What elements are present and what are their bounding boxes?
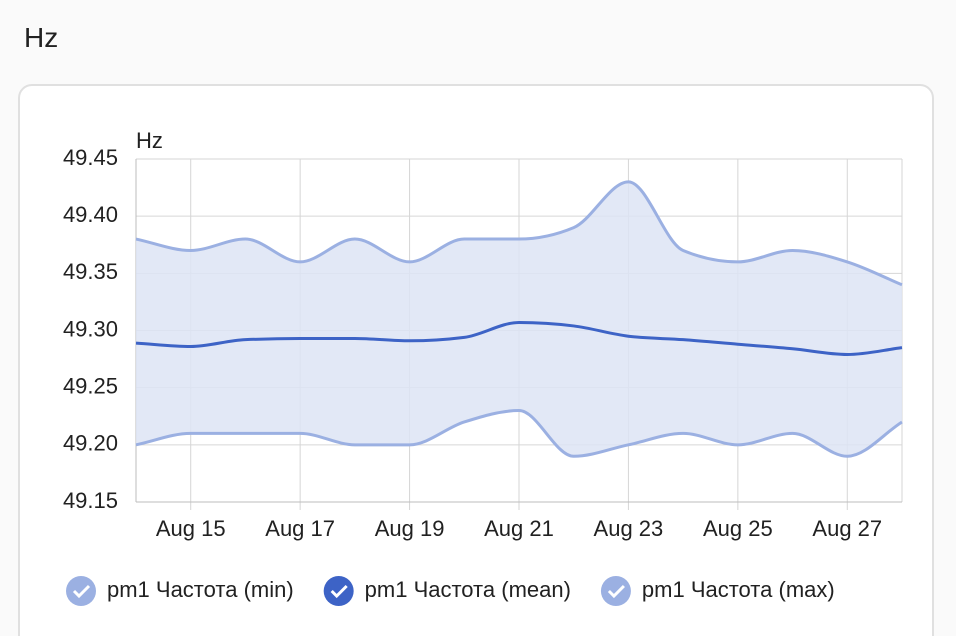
- card-title: Hz: [24, 22, 59, 53]
- legend-item[interactable]: pm1 Частота (mean): [323, 576, 571, 606]
- legend-label: pm1 Частота (mean): [365, 577, 571, 602]
- y-tick-label: 49.20: [63, 431, 118, 456]
- x-tick-label: Aug 19: [375, 516, 445, 541]
- legend-check: [607, 584, 625, 599]
- x-tick-label: Aug 21: [484, 516, 554, 541]
- legend-check: [330, 584, 348, 599]
- x-tick-label: Aug 23: [594, 516, 664, 541]
- legend-icon: [323, 576, 354, 606]
- y-tick-label: 49.35: [63, 259, 118, 284]
- series-line: [135, 409, 903, 458]
- legend-icon: [66, 576, 96, 606]
- series-line: [135, 320, 903, 357]
- legend-check: [72, 584, 91, 599]
- y-tick-label: 49.45: [63, 145, 118, 170]
- series-line: [135, 180, 903, 287]
- y-tick-label: 49.40: [63, 202, 118, 227]
- legend-item[interactable]: pm1 Частота (max): [600, 576, 835, 606]
- legend-icon: [600, 576, 631, 606]
- x-tick-label: Aug 25: [703, 516, 773, 541]
- y-tick-label: 49.15: [63, 488, 118, 513]
- y-tick-label: 49.30: [63, 316, 118, 341]
- y-tick-label: 49.25: [63, 373, 118, 398]
- x-tick-label: Aug 27: [812, 516, 882, 541]
- x-tick-label: Aug 17: [265, 516, 335, 541]
- legend-label: pm1 Частота (min): [107, 577, 294, 602]
- y-axis-label: Hz: [136, 128, 163, 153]
- legend-item[interactable]: pm1 Частота (min): [66, 576, 294, 606]
- legend-label: pm1 Частота (max): [642, 577, 835, 602]
- x-tick-label: Aug 15: [156, 516, 226, 541]
